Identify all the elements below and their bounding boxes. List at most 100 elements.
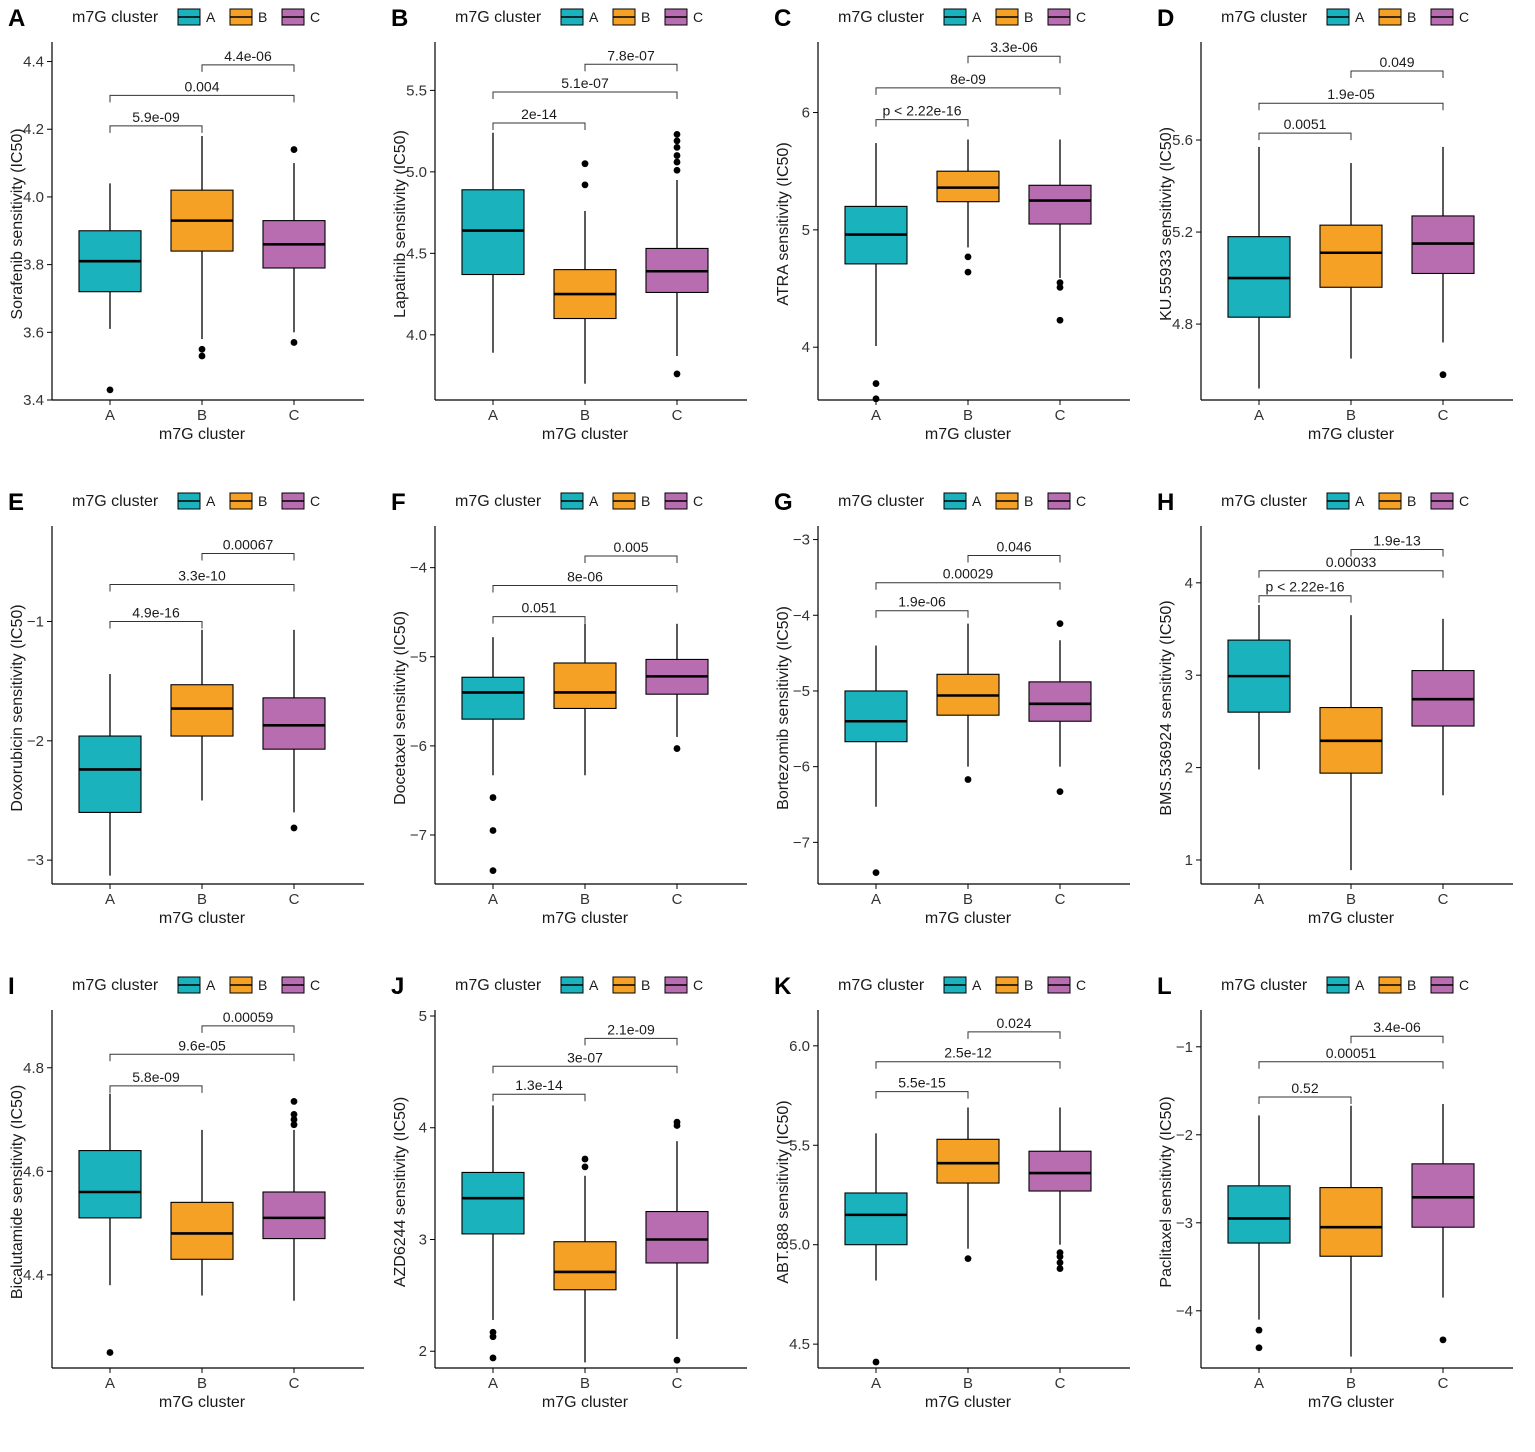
bracket-line (875, 1061, 1061, 1069)
bracket-line (584, 555, 678, 564)
outlier-point (964, 776, 972, 783)
outlier-point (581, 1163, 589, 1171)
x-tick-label: C (1438, 1375, 1449, 1392)
legend-title: m7G cluster (455, 493, 542, 510)
sig-bracket-ac: 8e-06 (492, 568, 678, 593)
legend-title: m7G cluster (1221, 977, 1308, 994)
sig-bracket-bc: 0.049 (1350, 54, 1444, 79)
y-tick-label: 3.8 (23, 257, 44, 274)
bracket-line (201, 552, 295, 561)
y-axis-title: Bicalutamide sensitivity (IC50) (9, 1085, 26, 1299)
y-axis-title: Bortezomib sensitivity (IC50) (775, 606, 792, 810)
box-iqr (78, 1150, 142, 1219)
legend-key-b: B (995, 8, 1033, 26)
legend-label: A (1355, 9, 1365, 25)
legend: m7G cluster A B C (1221, 8, 1469, 26)
sig-bracket-bc: 0.005 (584, 539, 678, 564)
y-tick-label: 4.5 (406, 245, 427, 262)
box-iqr (645, 1211, 709, 1264)
p-value-label: 5.1e-07 (561, 75, 609, 91)
legend-label: B (258, 493, 267, 509)
legend-title: m7G cluster (838, 493, 925, 510)
y-axis-title: ATRA sensitivity (IC50) (775, 142, 792, 305)
y-tick-label: −1 (1176, 1039, 1193, 1056)
sig-bracket-bc: 4.4e-06 (201, 48, 295, 72)
box-c (262, 1098, 326, 1301)
legend-key-a: A (943, 976, 982, 994)
y-axis-title: Lapatinib sensitivity (IC50) (392, 130, 409, 318)
outlier-point (1056, 788, 1064, 796)
x-tick-label: C (1055, 407, 1066, 424)
legend-label: C (1076, 977, 1086, 993)
sig-bracket-ac: 5.1e-07 (492, 75, 678, 99)
bracket-line (492, 91, 678, 99)
bracket-line (109, 125, 203, 133)
bracket-line (201, 64, 295, 72)
sig-bracket-bc: 3.3e-06 (967, 39, 1061, 64)
panel-letter: B (391, 5, 408, 32)
x-tick-label: C (672, 891, 683, 908)
bracket-line (492, 584, 678, 593)
sig-bracket-ac: 0.00029 (875, 566, 1061, 590)
legend-key-b: B (612, 492, 650, 510)
x-tick-label: A (871, 891, 881, 908)
legend-key-b: B (995, 976, 1033, 994)
panel-letter: H (1157, 489, 1174, 516)
box-a (844, 143, 908, 403)
x-tick-label: C (1055, 891, 1066, 908)
legend: m7G cluster A B C (838, 976, 1086, 994)
outlier-point (290, 1098, 298, 1105)
x-tick-label: B (580, 891, 590, 908)
outlier-point (872, 380, 880, 387)
sig-bracket-ab: 5.8e-09 (109, 1069, 203, 1093)
sig-bracket-bc: 0.024 (967, 1015, 1061, 1039)
panel-letter: I (8, 973, 15, 1000)
legend-label: A (972, 493, 982, 509)
y-tick-label: 4.2 (23, 121, 44, 138)
legend-key-c: C (1430, 8, 1469, 26)
sig-bracket-ab: 5.9e-09 (109, 109, 203, 133)
box-b (170, 1129, 234, 1296)
p-value-label: 1.9e-05 (1327, 86, 1375, 102)
y-tick-label: −4 (793, 607, 810, 624)
box-iqr (553, 1241, 617, 1291)
y-tick-label: −1 (27, 613, 44, 630)
legend-label: B (1024, 977, 1033, 993)
bracket-line (1350, 1035, 1444, 1044)
sig-bracket-bc: 3.4e-06 (1350, 1019, 1444, 1044)
p-value-label: 3.4e-06 (1373, 1019, 1421, 1035)
legend-label: C (1076, 493, 1086, 509)
legend-key-c: C (281, 492, 320, 510)
legend-title: m7G cluster (72, 977, 159, 994)
outlier-point (1056, 1265, 1064, 1272)
box-iqr (1028, 1150, 1092, 1192)
legend: m7G cluster A B C (72, 492, 320, 510)
x-axis-title: m7G cluster (925, 426, 1012, 443)
y-axis-title: Doxorubicin sensitivity (IC50) (9, 604, 26, 811)
bracket-line (875, 119, 969, 127)
legend-label: B (641, 977, 650, 993)
bracket-line (492, 122, 586, 130)
legend-key-c: C (664, 8, 703, 26)
legend-key-c: C (1047, 976, 1086, 994)
p-value-label: p < 2.22e-16 (882, 103, 961, 119)
y-tick-label: −2 (1176, 1127, 1193, 1144)
box-b (1319, 1105, 1383, 1357)
bracket-line (1258, 1061, 1444, 1069)
x-tick-label: B (1346, 891, 1356, 908)
outlier-point (673, 158, 681, 166)
panel-letter: A (8, 5, 25, 32)
box-iqr (1411, 1163, 1475, 1228)
legend-label: C (693, 9, 703, 25)
legend-label: C (693, 493, 703, 509)
y-axis-title: Docetaxel sensitivity (IC50) (392, 611, 409, 805)
p-value-label: 9.6e-05 (178, 1037, 226, 1053)
sig-bracket-bc: 1.9e-13 (1350, 533, 1444, 557)
